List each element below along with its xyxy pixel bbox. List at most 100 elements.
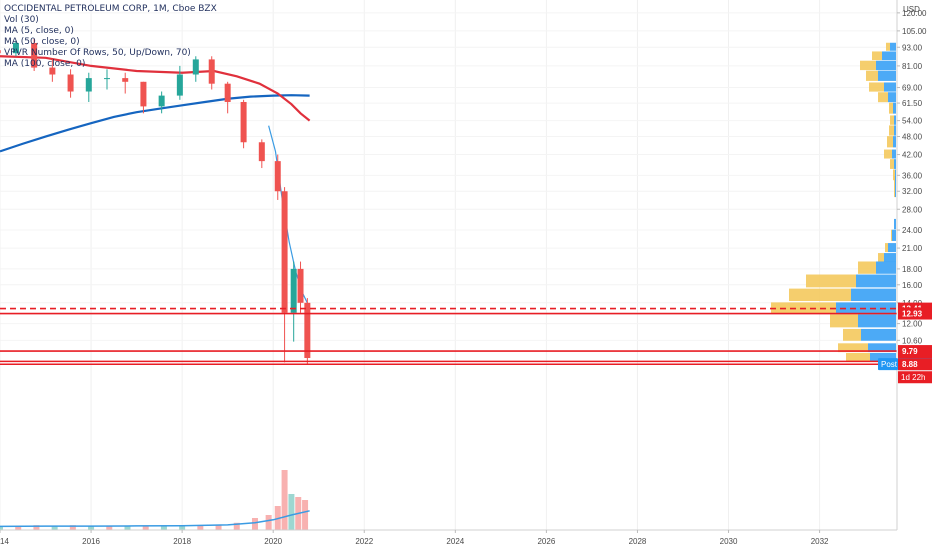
time-axis: 2014 2016 2018 2020 2022 2024 2026 2028 2030 2032	[0, 530, 829, 546]
vpvr-bar-down	[876, 261, 896, 274]
legend-ma5: MA (5, close, 0)	[4, 26, 74, 36]
price-tick-label: 42.00	[902, 151, 923, 160]
candle-body	[31, 42, 38, 68]
time-tick-label: 2024	[446, 537, 464, 546]
volume-bar	[233, 522, 240, 530]
vpvr-bar-down	[888, 92, 896, 103]
candles	[0, 38, 311, 364]
candle-body	[290, 268, 297, 313]
price-tick-label: 21.00	[902, 244, 923, 253]
price-tick-label: 16.00	[902, 281, 923, 290]
vpvr-bar-down	[888, 243, 896, 253]
vpvr-bar-up	[838, 343, 868, 353]
vpvr-bar-down	[878, 70, 896, 81]
vpvr-bar-down	[884, 82, 896, 92]
vpvr-bar-down	[884, 253, 896, 263]
vpvr-bar-down	[893, 102, 896, 114]
vpvr-bar-down	[851, 288, 896, 302]
candle-body	[85, 78, 92, 92]
vpvr-bar-down	[894, 218, 896, 230]
vpvr-bar-up	[885, 243, 888, 253]
vpvr-bar-up	[889, 102, 893, 114]
legend-title: OCCIDENTAL PETROLEUM CORP, 1M, Cboe BZX	[4, 4, 217, 14]
legend-vpvr: VPVR Number Of Rows, 50, Up/Down, 70)	[4, 48, 191, 58]
candle-body	[67, 74, 74, 92]
candle-body	[281, 191, 288, 313]
volume-bar	[251, 518, 258, 530]
legend: OCCIDENTAL PETROLEUM CORP, 1M, Cboe BZX …	[4, 4, 217, 70]
price-tick-label: 10.60	[902, 336, 923, 345]
volume-ma-line	[0, 510, 310, 528]
vpvr-bar-up	[878, 92, 888, 103]
vpvr-bar-up	[858, 261, 876, 274]
volume-bar	[33, 525, 40, 530]
price-tick-label: 54.00	[902, 117, 923, 126]
price-tick-label: 48.00	[902, 133, 923, 142]
vpvr-bar-up	[846, 353, 870, 363]
vpvr-bar-up	[866, 70, 878, 81]
volume-bar	[281, 470, 288, 530]
candle-body	[0, 50, 1, 54]
price-tick-label: 12.00	[902, 320, 923, 329]
volume-bar	[179, 525, 186, 530]
volume-bar	[69, 525, 76, 530]
vpvr-bar-up	[878, 253, 884, 263]
volume-bar	[124, 525, 131, 530]
price-axis: 120.00 105.00 93.00 81.00 69.00 61.50 54.00 48.…	[897, 9, 927, 345]
vpvr-bar-up	[830, 314, 858, 328]
candle-body	[104, 78, 111, 80]
vpvr-bar-down	[858, 314, 896, 328]
candle-body	[192, 59, 199, 75]
vpvr-bar-up	[869, 82, 884, 92]
price-tick-label: 69.00	[902, 84, 923, 93]
vpvr-bar-down	[882, 51, 896, 61]
vpvr-bar-down	[890, 42, 896, 51]
candle-body	[208, 59, 215, 84]
time-tick-label: 2022	[355, 537, 373, 546]
vpvr-bar-up	[886, 42, 890, 51]
vpvr-bar-down	[856, 274, 896, 288]
candle-body	[12, 42, 19, 54]
price-tag-box	[898, 345, 932, 358]
post-tag-text: Post	[881, 360, 898, 369]
volume-bar	[160, 526, 167, 530]
vpvr-bar-up	[890, 115, 894, 125]
price-tick-label: 120.00	[902, 9, 927, 18]
vpvr-bar-up	[789, 288, 851, 302]
price-tick-label: 36.00	[902, 171, 923, 180]
candle-body	[49, 67, 56, 75]
post-tag-box	[878, 358, 898, 371]
volume-bar	[0, 527, 3, 530]
vpvr-bar-up	[843, 328, 861, 341]
vpvr-bar-up	[894, 176, 895, 198]
vpvr-bar-up	[887, 136, 893, 148]
vpvr-bar-down	[892, 229, 896, 241]
vpvr-bar-up	[806, 274, 856, 288]
volume-bar	[15, 525, 22, 530]
vpvr-bar-up	[884, 149, 892, 159]
legend-ma50: MA (50, close, 0)	[4, 37, 80, 47]
price-tag-box	[898, 307, 932, 320]
ma50-line	[0, 55, 311, 122]
price-tick-label: 18.00	[902, 265, 923, 274]
vpvr-bar-up	[891, 229, 892, 241]
candle-body	[176, 74, 183, 96]
time-tick-label: 2020	[264, 537, 282, 546]
vpvr-bar-up	[860, 60, 876, 71]
vpvr-bar-down	[894, 125, 896, 136]
candle-body	[304, 302, 311, 359]
price-tick-label: 32.00	[902, 187, 923, 196]
price-tag-box	[898, 358, 932, 371]
volume-bar	[265, 515, 272, 530]
volume-bar	[302, 500, 309, 530]
price-tick-label: 24.00	[902, 226, 923, 235]
countdown-box	[898, 371, 932, 384]
volume-bar	[197, 525, 204, 530]
volume-bar	[288, 494, 295, 530]
price-tag-text: 9.79	[902, 347, 918, 356]
vpvr-bar-down	[876, 60, 896, 71]
time-tick-label: 2030	[720, 537, 738, 546]
